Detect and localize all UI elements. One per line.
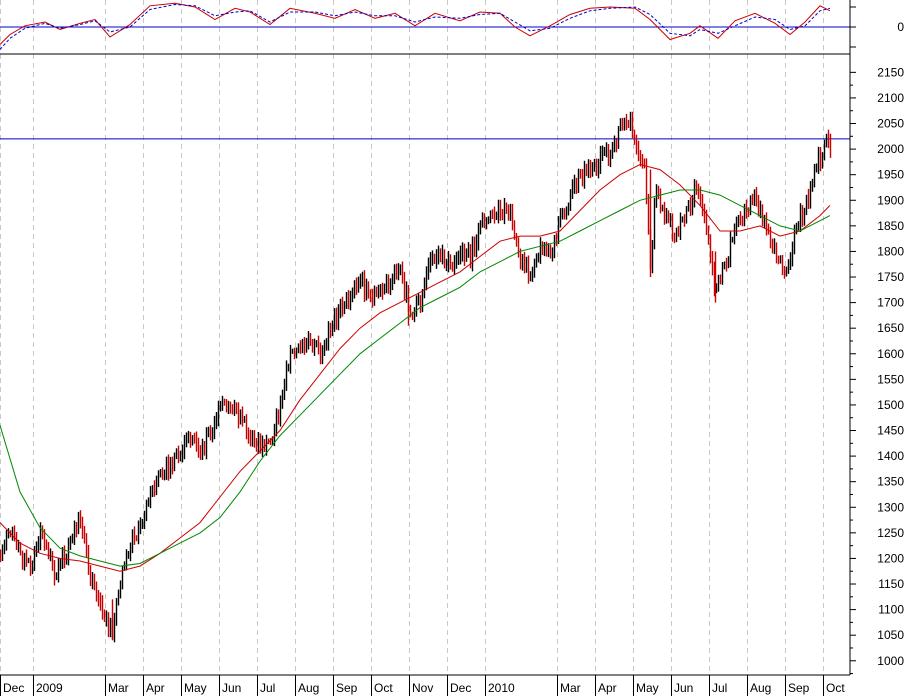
y-tick-label: 1600 [877,347,904,361]
x-tick-label: Oct [374,681,393,695]
x-tick-label: 2009 [36,681,63,695]
y-tick-label: 1650 [877,321,904,335]
y-tick-label: 2100 [877,91,904,105]
y-tick-label: 1450 [877,424,904,438]
x-tick-label: May [636,681,659,695]
y-tick-label: 1950 [877,168,904,182]
x-tick-label: Mar [108,681,129,695]
x-tick-label: Jun [674,681,693,695]
x-tick-label: Aug [750,681,771,695]
date-x-axis: Dec 2009 Mar Apr May Jun Jul Aug Sep Oct Nov Dec 201… [0,675,845,696]
x-tick-label: Nov [412,681,433,695]
x-tick-label: May [184,681,207,695]
x-tick-label: Apr [146,681,165,695]
y-tick-label: 1300 [877,500,904,514]
oscillator-panel [0,2,850,50]
price-y-axis: 1000 1050 1100 1150 1200 1250 1300 1350 1400 1450… [850,65,904,675]
y-tick-label: 1100 [878,603,904,617]
y-tick-label: 1700 [877,296,904,310]
y-tick-label: 1850 [877,219,904,233]
y-tick-label: 1150 [878,577,904,591]
x-tick-label: Sep [788,681,810,695]
y-tick-label: 1900 [877,193,904,207]
y-tick-label: 1200 [877,551,904,565]
y-tick-label: 1050 [877,628,904,642]
oscillator-tick-label: 0 [897,20,904,34]
y-tick-label: 1550 [877,372,904,386]
vertical-gridlines [0,0,824,675]
x-tick-label: 2010 [488,681,515,695]
y-tick-label: 1400 [877,449,904,463]
x-tick-label: Jul [712,681,727,695]
y-tick-label: 2000 [877,142,904,156]
price-panel [0,111,850,643]
y-tick-label: 1750 [877,270,904,284]
x-tick-label: Jul [260,681,275,695]
y-tick-label: 1000 [877,654,904,668]
oscillator-y-axis: 0 [850,6,904,48]
y-tick-label: 2150 [877,65,904,79]
y-tick-label: 1350 [877,475,904,489]
x-tick-label: Sep [336,681,358,695]
y-tick-label: 1800 [877,244,904,258]
y-tick-label: 2050 [877,117,904,131]
x-tick-label: Aug [298,681,319,695]
x-tick-label: Dec [3,681,24,695]
moving-average-line [0,189,831,567]
oscillator-series-line [0,3,831,50]
x-tick-label: Dec [450,681,471,695]
y-tick-label: 1500 [877,398,904,412]
moving-average-line [0,163,831,572]
x-tick-label: Mar [560,681,581,695]
x-tick-label: Oct [826,681,845,695]
y-tick-label: 1250 [877,526,904,540]
x-tick-label: Apr [598,681,617,695]
x-tick-label: Jun [222,681,241,695]
